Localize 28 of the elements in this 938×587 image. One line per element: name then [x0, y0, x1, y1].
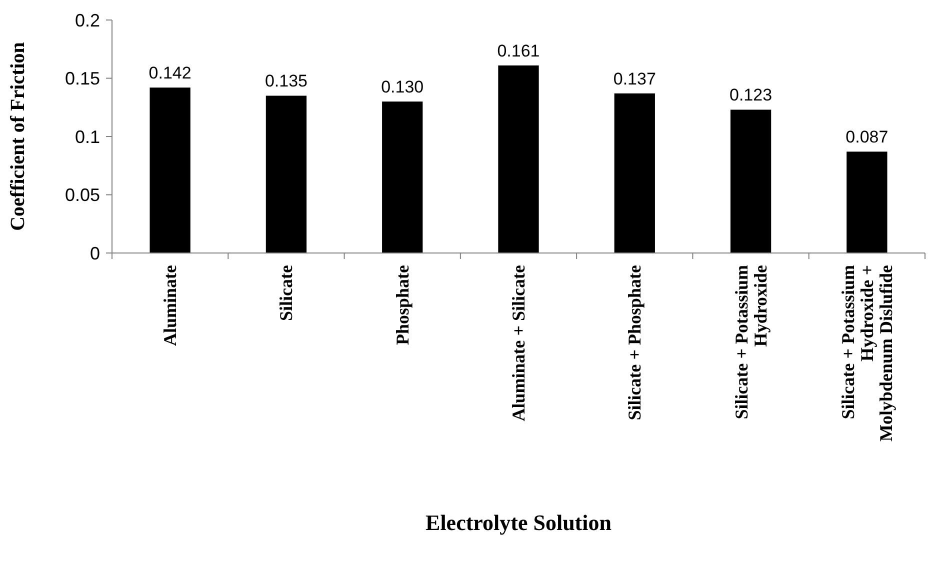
x-tick-label: Silicate + Potassium Hydroxide [731, 264, 770, 420]
data-label: 0.087 [846, 128, 888, 147]
data-label: 0.161 [497, 41, 540, 60]
bar [382, 102, 423, 253]
data-label: 0.137 [613, 69, 656, 88]
y-tick-label: 0.1 [74, 126, 100, 147]
y-axis-title: Coefficient of Friction [7, 42, 29, 231]
bar [498, 65, 539, 253]
data-label: 0.123 [730, 86, 772, 105]
y-tick-label: 0.15 [64, 68, 100, 89]
data-label: 0.130 [381, 78, 424, 97]
data-label: 0.142 [148, 64, 192, 83]
data-label: 0.135 [264, 72, 308, 91]
x-tick-label: Silicate + Potassium Hydroxide + Molybdenum Dislufide [838, 264, 896, 442]
bar [150, 88, 190, 253]
bar [266, 96, 307, 253]
x-axis-title: Electrolyte Solution [426, 510, 612, 535]
x-tick-label: Phosphate [392, 264, 412, 346]
y-tick-label: 0.05 [64, 185, 100, 206]
x-tick-label: Aluminate + Silicate [508, 264, 528, 422]
bar [846, 152, 888, 253]
bar [730, 110, 772, 253]
y-tick-label: 0 [90, 243, 100, 264]
x-tick-label: Aluminate [160, 264, 180, 346]
x-tick-label: Silicate + Phosphate [624, 264, 645, 420]
bar [614, 93, 655, 253]
y-tick-label: 0.2 [74, 10, 100, 30]
x-tick-label: Silicate [276, 265, 296, 321]
